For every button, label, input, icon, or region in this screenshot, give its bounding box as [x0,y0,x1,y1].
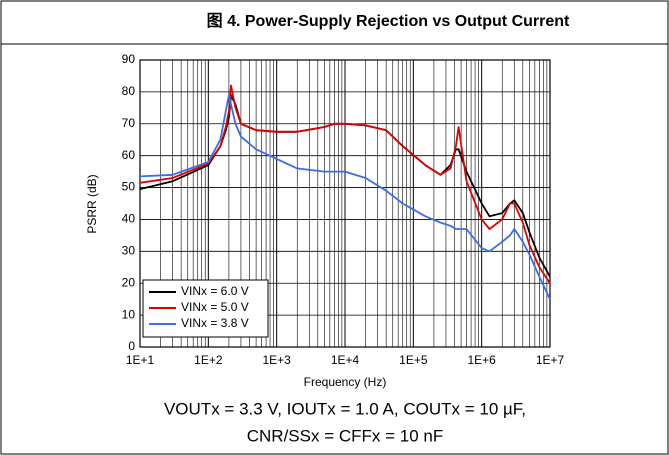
y-tick-label: 10 [122,307,136,321]
chart-title: 图 4. Power-Supply Rejection vs Output Cu… [207,12,570,30]
y-tick-label: 60 [122,148,136,162]
x-axis-label: Frequency (Hz) [304,375,387,389]
y-tick-label: 70 [122,116,136,130]
legend-label: VINx = 3.8 V [181,316,249,330]
caption: VOUTx = 3.3 V, IOUTx = 1.0 A, COUTx = 10… [164,399,526,418]
y-tick-label: 40 [122,212,136,226]
y-tick-label: 90 [122,52,136,66]
y-tick-label: 0 [128,339,135,353]
x-tick-label: 1E+1 [126,353,155,367]
plot-border [139,59,551,348]
series-line [139,84,551,284]
x-tick-label: 1E+3 [262,353,291,367]
x-tick-label: 1E+4 [331,353,360,367]
x-tick-label: 1E+5 [399,353,428,367]
x-tick-label: 1E+2 [194,353,223,367]
y-tick-label: 50 [122,180,136,194]
y-tick-label: 80 [122,84,136,98]
y-axis-label: PSRR (dB) [85,174,99,233]
x-tick-label: 1E+7 [536,353,565,367]
legend-label: VINx = 6.0 V [181,284,249,298]
x-tick-label: 1E+6 [467,353,496,367]
y-tick-label: 30 [122,244,136,258]
caption: CNR/SSx = CFFx = 10 nF [247,426,444,445]
y-tick-label: 20 [122,275,136,289]
series-line [139,94,551,300]
legend-label: VINx = 5.0 V [181,300,249,314]
